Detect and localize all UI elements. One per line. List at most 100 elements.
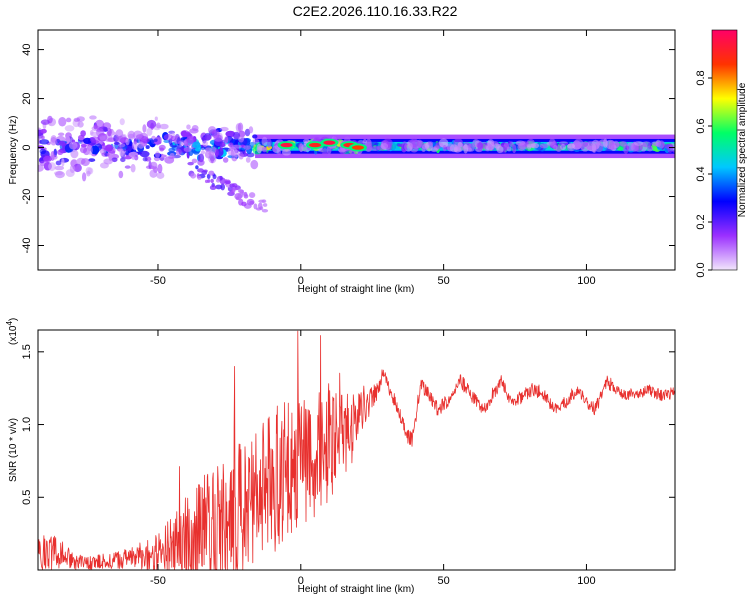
spectrogram-tail-blob	[219, 175, 223, 180]
spectrogram-haze	[69, 164, 76, 174]
spectrogram-frame	[37, 29, 676, 271]
spectrogram-blob	[83, 137, 92, 145]
spectrogram-tail-blob	[262, 203, 268, 207]
spectrogram-blob	[180, 130, 190, 137]
spectrogram-haze	[39, 160, 49, 167]
spectrogram-haze	[156, 122, 161, 129]
spectrogram-peak	[323, 140, 336, 145]
spectrogram-haze	[73, 117, 81, 122]
spectrogram-y-tick-label: -40	[21, 238, 33, 254]
snr-multiplier-label: (x104)	[5, 318, 19, 345]
spectrogram-haze	[238, 151, 244, 160]
colorbar: 0.0 0.2 0.4 0.6 0.8 Normalized spectral ampl…	[695, 29, 748, 278]
spectrogram-haze	[175, 148, 182, 156]
spectrogram-tail-blob	[203, 169, 208, 173]
spectrogram-blob	[80, 144, 87, 148]
spectrogram-haze	[466, 147, 472, 152]
spectrogram-blob	[204, 134, 212, 141]
spectrogram-haze	[90, 131, 100, 137]
spectrogram-haze	[131, 155, 137, 160]
spectrogram-blob	[61, 158, 65, 167]
spectrogram-blob	[225, 130, 236, 138]
snr-x-tick-label: 0	[298, 575, 304, 587]
spectrogram-haze	[117, 143, 126, 148]
spectrogram-blob	[145, 145, 150, 149]
spectrogram-y-tick-label: 20	[21, 92, 33, 104]
spectrogram-x-label: Height of straight line (km)	[298, 284, 415, 295]
spectrogram-haze	[200, 150, 206, 155]
spectrogram-haze	[132, 130, 143, 140]
spectrogram-tail-blob	[209, 185, 217, 191]
spectrogram-tail-blob	[208, 170, 215, 176]
spectrogram-blob	[105, 144, 113, 152]
spectrogram-haze	[220, 126, 229, 132]
spectrogram-blob	[125, 150, 130, 156]
spectrogram-haze	[488, 144, 493, 151]
spectrogram-haze	[186, 124, 191, 130]
spectrogram-haze	[137, 141, 145, 149]
snr-y-ticks: 0.5 1.0 1.5	[21, 344, 675, 505]
spectrogram-tail-blob	[246, 198, 255, 206]
spectrogram-haze	[442, 144, 447, 152]
spectrogram-haze	[401, 141, 408, 151]
spectrogram-haze	[365, 143, 373, 152]
spectrogram-blob	[201, 137, 207, 141]
spectrogram-haze	[94, 119, 105, 130]
spectrogram-haze	[211, 129, 220, 139]
spectrogram-haze	[50, 154, 58, 160]
spectrogram-tail-blob	[215, 178, 221, 183]
spectrogram-blob	[90, 145, 100, 155]
snr-y-label: SNR (10 * v/v)	[8, 418, 19, 482]
spectrogram-blob	[39, 139, 50, 145]
spectrogram-tail-blob	[231, 187, 236, 194]
spectrogram-blob	[200, 146, 206, 150]
spectrogram-tail-blob	[248, 192, 256, 198]
spectrogram-haze	[261, 136, 268, 146]
spectrogram-blob	[119, 118, 125, 126]
colorbar-tick-label: 0.4	[695, 166, 707, 181]
spectrogram-blob	[88, 158, 96, 162]
spectrogram-haze	[380, 143, 389, 150]
spectrogram-x-ticks: -50 0 50 100	[150, 30, 596, 287]
colorbar-label: Normalized spectral amplitude	[737, 82, 748, 217]
snr-series-line	[38, 330, 675, 570]
spectrogram-haze	[281, 149, 292, 156]
spectrogram-blob	[58, 140, 66, 146]
spectrogram-haze	[560, 143, 566, 151]
spectrogram-tail-blob	[234, 187, 239, 191]
spectrogram-tail-blob	[261, 209, 269, 213]
spectrogram-tail-blob	[237, 188, 242, 193]
spectrogram-haze	[118, 170, 124, 179]
spectrogram-haze	[157, 163, 163, 174]
spectrogram-haze	[267, 138, 272, 149]
spectrogram-haze	[116, 135, 125, 143]
spectrogram-haze	[79, 146, 88, 154]
colorbar-tick-label: 0.6	[695, 118, 707, 133]
spectrogram-haze	[252, 138, 260, 144]
spectrogram-haze	[272, 145, 281, 153]
spectrogram-blob	[80, 130, 86, 137]
spectrogram-haze	[159, 123, 169, 130]
spectrogram-y-tick-label: 0	[21, 144, 33, 150]
spectrogram-blob	[142, 156, 148, 162]
spectrogram-blob	[168, 147, 176, 153]
spectrogram-x-tick-label: -50	[150, 275, 166, 287]
spectrogram-x-tick-label: 0	[298, 275, 304, 287]
spectrogram-blob	[245, 157, 251, 163]
spectrogram-blob	[139, 150, 150, 158]
spectrogram-haze	[58, 117, 67, 127]
spectrogram-blob	[158, 144, 166, 151]
snr-plot-area	[38, 330, 675, 570]
colorbar-tick-label: 0.2	[695, 214, 707, 229]
spectrogram-haze	[131, 141, 138, 151]
colorbar-tick-label: 0.0	[695, 262, 707, 277]
spectrogram-haze	[476, 142, 484, 149]
spectrogram-haze	[86, 170, 91, 177]
spectrogram-tail-blob	[210, 178, 214, 183]
spectrogram-haze	[491, 141, 499, 146]
spectrogram-blob	[113, 141, 120, 146]
spectrogram-haze	[438, 138, 449, 148]
spectrogram-tail-blob	[197, 175, 202, 180]
spectrogram-blob	[40, 128, 47, 134]
